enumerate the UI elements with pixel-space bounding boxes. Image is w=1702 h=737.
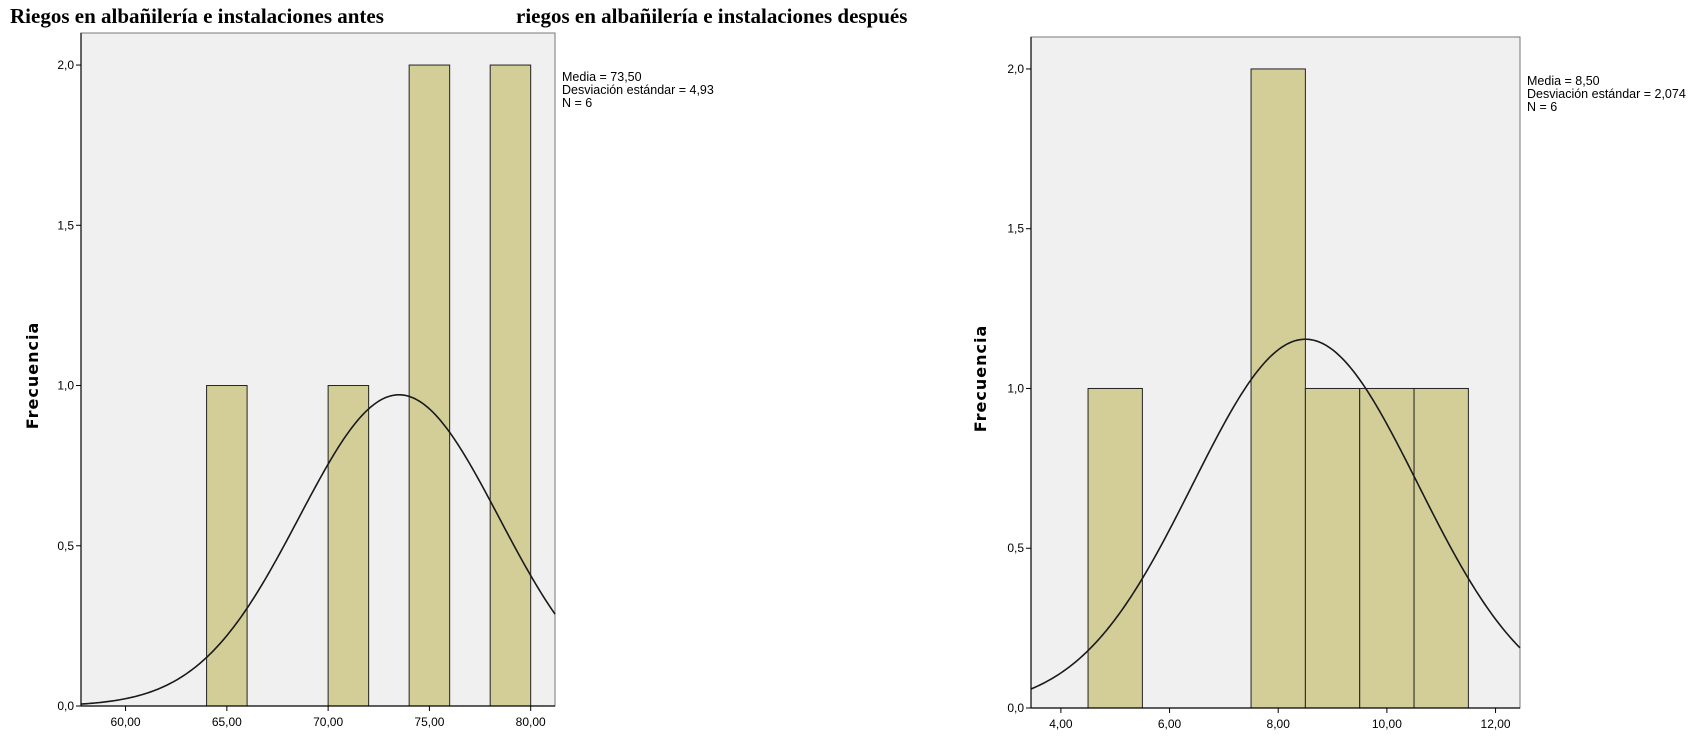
y-axis-label: Frecuencia	[971, 325, 990, 433]
histogram-bar	[1304, 387, 1361, 709]
x-tick-label: 80,00	[516, 715, 546, 729]
histogram-bar	[1087, 387, 1143, 709]
y-tick-label: 0,5	[57, 539, 74, 553]
y-tick-label: 1,0	[1007, 381, 1024, 395]
stats-legend-line: Media = 73,50	[562, 70, 642, 84]
x-tick-label: 70,00	[313, 715, 343, 729]
y-tick-label: 1,0	[57, 379, 74, 393]
histogram-bar	[489, 64, 532, 707]
normal-curve	[80, 393, 556, 705]
x-tick-label: 6,00	[1158, 717, 1182, 731]
histogram-bar	[206, 385, 248, 707]
y-tick-label: 2,0	[57, 58, 74, 72]
x-tick-label: 4,00	[1049, 717, 1073, 731]
y-tick-label: 1,5	[1007, 222, 1024, 236]
stats-legend-line: Media = 8,50	[1527, 74, 1600, 88]
histogram-bar	[1413, 387, 1469, 709]
y-tick-label: 2,0	[1007, 62, 1024, 76]
histogram-bar	[1250, 68, 1306, 709]
x-tick-label: 12,00	[1481, 717, 1511, 731]
y-tick-label: 1,5	[57, 218, 74, 232]
stats-legend-line: N = 6	[562, 96, 592, 110]
histogram-left: 0,0 0,5 1,0 1,5 2,0 60,00 65,00 70,00 75,00 80,00…	[23, 32, 714, 729]
x-tick-label: 60,00	[111, 715, 141, 729]
chart-title-right: riegos en albañilería e instalaciones de…	[516, 4, 908, 28]
histogram-bar	[408, 64, 451, 707]
y-axis-label: Frecuencia	[23, 322, 42, 430]
y-tick-label: 0,5	[1007, 541, 1024, 555]
chart-title-left: Riegos en albañilería e instalaciones an…	[10, 4, 384, 28]
x-tick-label: 65,00	[212, 715, 242, 729]
x-tick-label: 10,00	[1372, 717, 1402, 731]
histogram-bar	[1359, 387, 1415, 709]
plot-area	[80, 32, 556, 707]
stats-legend-line: Desviación estándar = 4,93	[562, 83, 714, 97]
y-tick-label: 0,0	[1007, 701, 1024, 715]
stats-legend-line: Desviación estándar = 2,074	[1527, 87, 1686, 101]
x-tick-label: 8,00	[1267, 717, 1291, 731]
histogram-right: 0,0 0,5 1,0 1,5 2,0 4,00 6,00 8,00 10,00 12,00 Fre…	[971, 36, 1686, 731]
stats-legend-line: N = 6	[1527, 100, 1557, 114]
normal-curve	[1030, 338, 1521, 690]
x-tick-label: 75,00	[414, 715, 444, 729]
y-tick-label: 0,0	[57, 699, 74, 713]
